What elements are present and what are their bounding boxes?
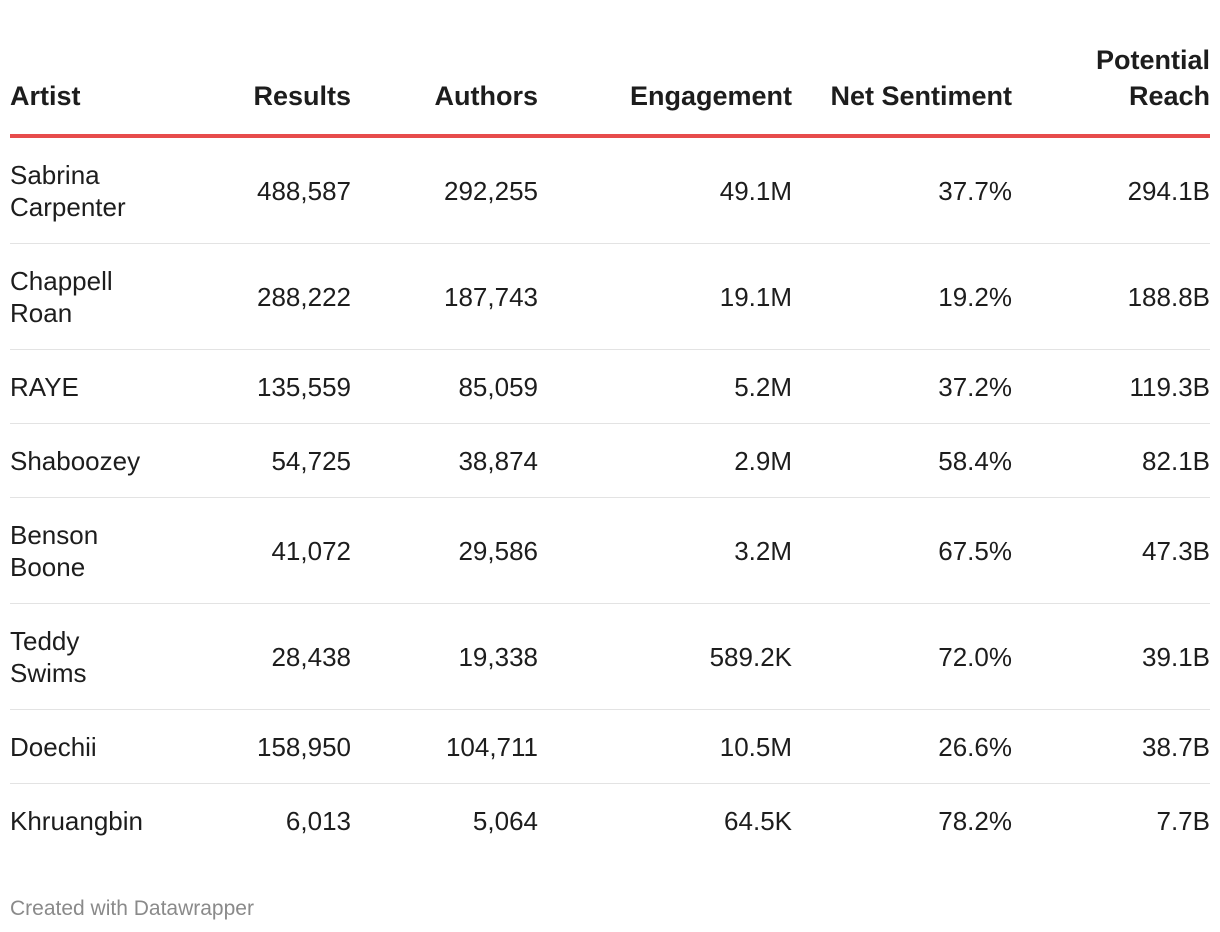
cell-artist: Sabrina Carpenter <box>10 136 160 244</box>
cell-net-sentiment: 37.7% <box>792 136 1012 244</box>
table-row: Khruangbin 6,013 5,064 64.5K 78.2% 7.7B <box>10 784 1210 858</box>
cell-potential-reach: 38.7B <box>1012 709 1210 784</box>
table-row: RAYE 135,559 85,059 5.2M 37.2% 119.3B <box>10 349 1210 424</box>
cell-engagement: 589.2K <box>538 603 792 710</box>
cell-potential-reach: 294.1B <box>1012 136 1210 244</box>
artist-name: Shaboozey <box>10 445 141 476</box>
cell-artist: Shaboozey <box>10 423 160 498</box>
table-row: Shaboozey 54,725 38,874 2.9M 58.4% 82.1B <box>10 423 1210 498</box>
header-row: Artist Results Authors Engagement Net Se… <box>10 0 1210 138</box>
cell-engagement: 49.1M <box>538 136 792 244</box>
cell-net-sentiment: 26.6% <box>792 709 1012 784</box>
cell-artist: Khruangbin <box>10 784 160 858</box>
cell-engagement: 64.5K <box>724 805 792 836</box>
cell-authors: 187,743 <box>351 243 538 350</box>
table-row: Benson Boone 41,072 29,586 3.2M 67.5% 47… <box>10 497 1210 604</box>
cell-authors: 5,064 <box>472 805 538 836</box>
cell-potential-reach: 47.3B <box>1012 497 1210 604</box>
artist-name: Khruangbin <box>10 805 143 836</box>
artist-name: Doechii <box>10 731 97 762</box>
column-header-net-sentiment: Net Sentiment <box>792 0 1012 138</box>
artist-name: Teddy Swims <box>10 625 87 688</box>
cell-results: 288,222 <box>160 243 351 350</box>
cell-net-sentiment: 58.4% <box>792 423 1012 498</box>
table-row: Teddy Swims 28,438 19,338 589.2K 72.0% 3… <box>10 603 1210 710</box>
cell-artist: Chappell Roan <box>10 243 160 350</box>
cell-net-sentiment: 72.0% <box>792 603 1012 710</box>
artist-name: Benson Boone <box>10 519 99 582</box>
table-header: Artist Results Authors Engagement Net Se… <box>10 0 1210 138</box>
cell-results: 6,013 <box>285 805 351 836</box>
table-body: Sabrina Carpenter 488,587 292,255 49.1M … <box>10 136 1210 857</box>
cell-potential-reach: 7.7B <box>1156 805 1211 836</box>
artist-name: RAYE <box>10 371 79 402</box>
cell-authors: 38,874 <box>351 423 538 498</box>
cell-net-sentiment: 67.5% <box>792 497 1012 604</box>
cell-authors: 104,711 <box>351 709 538 784</box>
cell-results: 135,559 <box>160 349 351 424</box>
cell-artist: Doechii <box>10 709 160 784</box>
artist-name: Chappell Roan <box>10 265 113 328</box>
cell-authors: 29,586 <box>351 497 538 604</box>
cell-engagement: 3.2M <box>538 497 792 604</box>
cell-potential-reach: 119.3B <box>1012 349 1210 424</box>
column-header-potential-reach: Potential Reach <box>1012 0 1210 138</box>
cell-artist: Teddy Swims <box>10 603 160 710</box>
cell-results: 488,587 <box>160 136 351 244</box>
datawrapper-credit[interactable]: Created with Datawrapper <box>10 897 254 920</box>
cell-artist: RAYE <box>10 349 160 424</box>
cell-engagement: 19.1M <box>538 243 792 350</box>
column-header-artist: Artist <box>10 0 160 138</box>
table-row: Doechii 158,950 104,711 10.5M 26.6% 38.7… <box>10 709 1210 784</box>
artist-stats-table: Artist Results Authors Engagement Net Se… <box>10 0 1210 857</box>
cell-authors: 292,255 <box>351 136 538 244</box>
cell-results: 158,950 <box>160 709 351 784</box>
cell-authors: 19,338 <box>351 603 538 710</box>
table-row: Chappell Roan 288,222 187,743 19.1M 19.2… <box>10 243 1210 350</box>
cell-engagement: 5.2M <box>538 349 792 424</box>
cell-results: 28,438 <box>160 603 351 710</box>
cell-potential-reach: 39.1B <box>1012 603 1210 710</box>
cell-authors: 85,059 <box>351 349 538 424</box>
cell-net-sentiment: 37.2% <box>792 349 1012 424</box>
cell-potential-reach: 82.1B <box>1012 423 1210 498</box>
cell-engagement: 2.9M <box>538 423 792 498</box>
cell-artist: Benson Boone <box>10 497 160 604</box>
cell-net-sentiment: 78.2% <box>938 805 1012 836</box>
table-row: Sabrina Carpenter 488,587 292,255 49.1M … <box>10 136 1210 244</box>
cell-results: 41,072 <box>160 497 351 604</box>
cell-potential-reach: 188.8B <box>1012 243 1210 350</box>
column-header-results: Results <box>160 0 351 138</box>
cell-engagement: 10.5M <box>538 709 792 784</box>
artist-name: Sabrina Carpenter <box>10 159 126 222</box>
column-header-authors: Authors <box>351 0 538 138</box>
cell-net-sentiment: 19.2% <box>792 243 1012 350</box>
data-table-container: Artist Results Authors Engagement Net Se… <box>10 0 1210 857</box>
column-header-engagement: Engagement <box>538 0 792 138</box>
cell-results: 54,725 <box>160 423 351 498</box>
